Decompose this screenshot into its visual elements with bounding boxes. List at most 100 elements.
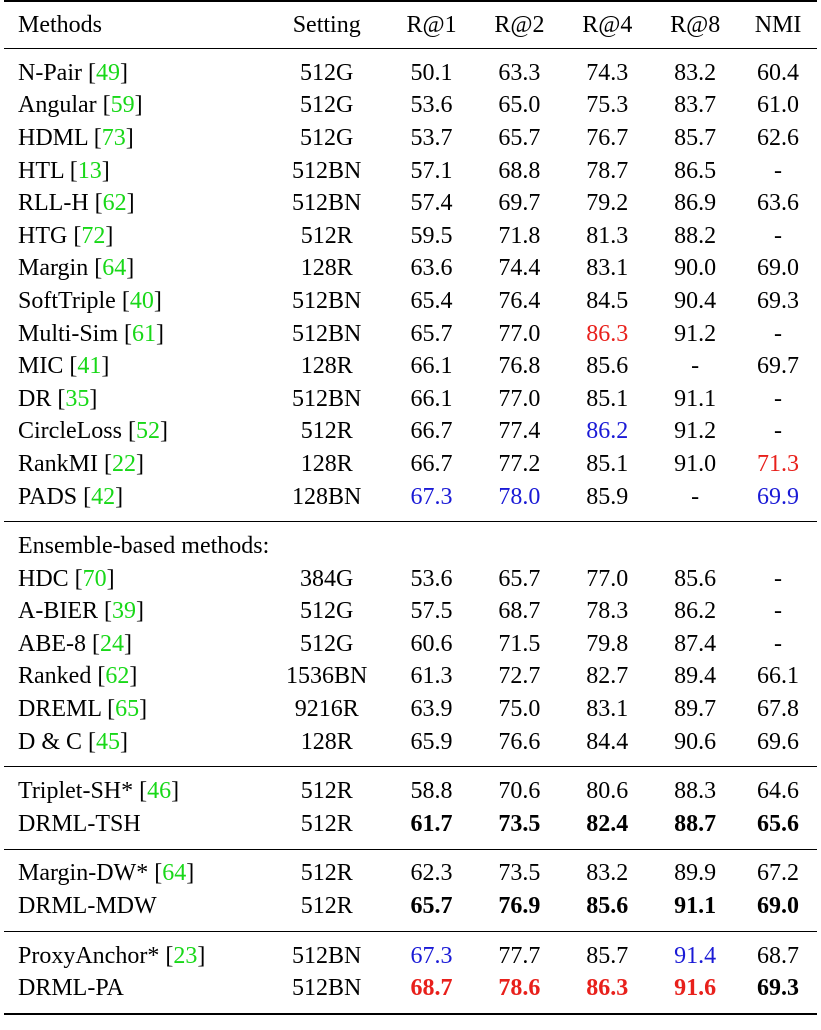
nmi-cell: 63.6: [757, 190, 800, 217]
citation-link[interactable]: 62: [105, 663, 130, 690]
r2-cell: 77.7: [475, 930, 564, 973]
citation-link[interactable]: 22: [112, 450, 136, 477]
citation-link[interactable]: 46: [147, 778, 172, 805]
nmi-cell: 61.0: [757, 92, 800, 119]
r2-cell: 75.0: [498, 696, 541, 723]
nmi-cell: 71.3: [757, 450, 800, 477]
results-body: N-Pair [49] 512G 50.1 63.3 74.3 83.2 60.4 Angul…: [4, 47, 817, 1016]
header-setting: Setting: [265, 0, 388, 49]
citation-link[interactable]: 45: [96, 728, 121, 755]
citation-link[interactable]: 52: [135, 418, 160, 445]
r8-cell: 89.9: [651, 848, 740, 891]
citation-link[interactable]: 35: [65, 385, 90, 412]
nmi-cell: -: [774, 320, 783, 347]
method-cell: DRML-PA: [4, 972, 266, 1016]
ensemble-heading: Ensemble-based methods:: [4, 521, 817, 563]
table-row: Margin [64] 128R 63.6 74.4 83.1 90.0 69.0: [4, 253, 817, 286]
r8-cell: 85.7: [674, 124, 717, 151]
table-row: HDML [73] 512G 53.7 65.7 76.7 85.7 62.6: [4, 122, 817, 155]
nmi-cell: 65.6: [757, 810, 800, 837]
method-cell: D & C [45]: [18, 728, 129, 755]
setting-cell: 1536BN: [286, 663, 368, 690]
r1-cell: 61.7: [410, 810, 453, 837]
r2-cell: 65.0: [498, 92, 541, 119]
header-r2: R@2: [475, 0, 564, 49]
citation-link[interactable]: 61: [132, 320, 157, 347]
r1-cell: 68.7: [387, 972, 476, 1016]
r8-cell: 91.2: [674, 320, 717, 347]
r1-cell: 59.5: [410, 222, 453, 249]
r4-cell: 75.3: [586, 92, 629, 119]
setting-cell: 512BN: [292, 287, 362, 314]
setting-cell: 512G: [300, 598, 354, 625]
r4-cell: 78.3: [586, 598, 629, 625]
r8-cell: 83.7: [674, 92, 717, 119]
citation-link[interactable]: 24: [100, 630, 124, 657]
setting-cell: 512R: [300, 893, 353, 920]
r4-cell: 86.2: [586, 418, 629, 445]
header-r1: R@1: [387, 0, 476, 49]
r8-cell: 91.2: [674, 418, 717, 445]
citation-link[interactable]: 59: [110, 92, 135, 119]
method-cell: Margin [64]: [18, 255, 135, 282]
nmi-cell: 68.7: [739, 930, 817, 973]
citation-link[interactable]: 65: [115, 696, 140, 723]
r8-cell: 88.3: [651, 766, 740, 809]
citation-link[interactable]: 40: [129, 287, 154, 314]
table-row: DRML-MDW 512R 65.7 76.9 85.6 91.1 69.0: [4, 890, 817, 931]
table-row: DRML-PA 512BN 68.7 78.6 86.3 91.6 69.3: [4, 972, 817, 1016]
method-cell: Ranked [62]: [18, 663, 138, 690]
r1-cell: 63.6: [410, 255, 453, 282]
nmi-cell: 60.4: [739, 47, 817, 90]
method-name: Margin-DW*: [18, 860, 149, 887]
citation-link[interactable]: 49: [95, 59, 120, 86]
nmi-cell: 62.6: [757, 124, 800, 151]
method-name: ProxyAnchor*: [18, 942, 160, 969]
r8-cell: 88.7: [674, 810, 717, 837]
r1-cell: 67.3: [410, 483, 453, 510]
r2-cell: 69.7: [498, 190, 541, 217]
table-row: A-BIER [39] 512G 57.5 68.7 78.3 86.2 -: [4, 596, 817, 629]
r4-cell: 77.0: [586, 565, 629, 592]
r8-cell: 91.6: [651, 972, 740, 1016]
setting-cell: 512BN: [265, 972, 388, 1016]
r8-cell: 86.2: [674, 598, 717, 625]
r4-cell: 86.3: [563, 972, 652, 1016]
citation-link[interactable]: 13: [77, 157, 102, 184]
citation-link[interactable]: 70: [82, 565, 107, 592]
r2-cell: 77.0: [498, 385, 541, 412]
table-row: Multi-Sim [61] 512BN 65.7 77.0 86.3 91.2 -: [4, 318, 817, 351]
r4-cell: 78.7: [586, 157, 629, 184]
r2-cell: 77.4: [498, 418, 541, 445]
citation-link[interactable]: 64: [162, 860, 187, 887]
citation-link[interactable]: 39: [112, 598, 136, 625]
method-name: MIC: [18, 353, 64, 380]
r1-cell: 66.1: [410, 353, 453, 380]
results-table: Methods Setting R@1 R@2 R@4 R@8 NMI N-Pa…: [4, 0, 817, 1016]
nmi-cell: -: [774, 385, 783, 412]
nmi-cell: 69.0: [757, 255, 800, 282]
citation-link[interactable]: 62: [102, 190, 127, 217]
citation-link[interactable]: 42: [91, 483, 116, 510]
r1-cell: 53.6: [410, 92, 453, 119]
nmi-cell: 69.7: [757, 353, 800, 380]
method-name: Ranked: [18, 663, 92, 690]
method-name: Multi-Sim: [18, 320, 119, 347]
citation-link[interactable]: 64: [102, 255, 127, 282]
method-name: DRML-MDW: [18, 893, 157, 920]
r8-cell: 83.2: [651, 47, 740, 90]
citation-link[interactable]: 73: [101, 124, 126, 151]
method-cell: DREML [65]: [18, 696, 148, 723]
r4-cell: 85.1: [586, 450, 629, 477]
citation-link[interactable]: 41: [77, 353, 102, 380]
citation-link[interactable]: 72: [81, 222, 106, 249]
setting-cell: 512G: [300, 124, 354, 151]
setting-cell: 512R: [300, 222, 353, 249]
r8-cell: 90.4: [674, 287, 717, 314]
method-cell: A-BIER [39]: [18, 598, 144, 625]
nmi-cell: 69.3: [757, 287, 800, 314]
table-row: DREML [65] 9216R 63.9 75.0 83.1 89.7 67.8: [4, 693, 817, 726]
citation-link[interactable]: 23: [173, 942, 198, 969]
r4-cell: 84.4: [586, 728, 629, 755]
setting-cell: 512BN: [292, 320, 362, 347]
